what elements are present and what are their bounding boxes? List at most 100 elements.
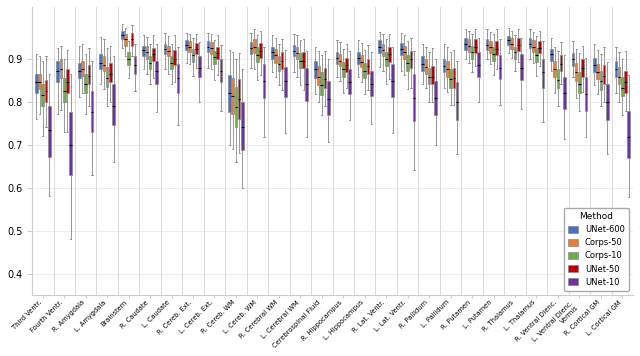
- PathPatch shape: [624, 70, 627, 93]
- PathPatch shape: [156, 61, 158, 84]
- PathPatch shape: [145, 46, 148, 58]
- PathPatch shape: [563, 77, 566, 109]
- PathPatch shape: [127, 52, 130, 65]
- PathPatch shape: [357, 52, 360, 64]
- PathPatch shape: [606, 84, 609, 120]
- PathPatch shape: [84, 74, 87, 93]
- PathPatch shape: [603, 65, 605, 84]
- PathPatch shape: [575, 63, 577, 81]
- PathPatch shape: [486, 39, 488, 50]
- PathPatch shape: [370, 70, 372, 96]
- PathPatch shape: [435, 81, 437, 115]
- PathPatch shape: [207, 41, 209, 52]
- PathPatch shape: [134, 56, 136, 74]
- PathPatch shape: [45, 80, 47, 101]
- PathPatch shape: [421, 56, 424, 70]
- PathPatch shape: [232, 78, 234, 115]
- PathPatch shape: [102, 56, 105, 72]
- PathPatch shape: [299, 53, 301, 68]
- PathPatch shape: [170, 56, 173, 69]
- PathPatch shape: [281, 52, 284, 69]
- PathPatch shape: [517, 38, 520, 51]
- PathPatch shape: [378, 41, 381, 53]
- PathPatch shape: [259, 43, 262, 58]
- PathPatch shape: [489, 41, 492, 53]
- PathPatch shape: [593, 58, 596, 72]
- PathPatch shape: [468, 39, 470, 52]
- PathPatch shape: [474, 39, 477, 53]
- PathPatch shape: [198, 56, 201, 78]
- PathPatch shape: [572, 53, 574, 66]
- PathPatch shape: [557, 69, 559, 88]
- PathPatch shape: [464, 38, 467, 50]
- PathPatch shape: [529, 38, 531, 48]
- PathPatch shape: [185, 41, 188, 50]
- PathPatch shape: [367, 58, 369, 74]
- PathPatch shape: [449, 69, 452, 88]
- PathPatch shape: [314, 61, 317, 78]
- PathPatch shape: [385, 52, 388, 66]
- PathPatch shape: [532, 41, 534, 52]
- PathPatch shape: [388, 47, 391, 62]
- PathPatch shape: [550, 49, 553, 61]
- PathPatch shape: [48, 106, 51, 157]
- PathPatch shape: [189, 41, 191, 52]
- PathPatch shape: [627, 111, 630, 158]
- PathPatch shape: [621, 77, 623, 96]
- PathPatch shape: [508, 36, 510, 45]
- Legend: UNet-600, Corps-50, Corps-10, UNet-50, UNet-10: UNet-600, Corps-50, Corps-10, UNet-50, U…: [564, 208, 629, 291]
- PathPatch shape: [452, 68, 455, 88]
- PathPatch shape: [413, 74, 415, 121]
- PathPatch shape: [278, 56, 280, 70]
- PathPatch shape: [477, 52, 480, 77]
- PathPatch shape: [213, 51, 216, 64]
- PathPatch shape: [78, 63, 81, 78]
- PathPatch shape: [195, 43, 198, 54]
- PathPatch shape: [60, 58, 62, 78]
- PathPatch shape: [63, 78, 65, 101]
- PathPatch shape: [142, 46, 145, 56]
- PathPatch shape: [428, 68, 431, 84]
- PathPatch shape: [471, 46, 474, 59]
- PathPatch shape: [514, 47, 516, 58]
- PathPatch shape: [167, 46, 170, 56]
- PathPatch shape: [600, 70, 602, 89]
- PathPatch shape: [348, 69, 351, 94]
- PathPatch shape: [554, 61, 556, 77]
- PathPatch shape: [173, 50, 176, 65]
- PathPatch shape: [305, 68, 308, 101]
- PathPatch shape: [109, 63, 112, 82]
- PathPatch shape: [584, 77, 587, 111]
- PathPatch shape: [596, 64, 599, 79]
- PathPatch shape: [296, 47, 298, 59]
- PathPatch shape: [321, 72, 323, 95]
- PathPatch shape: [262, 64, 265, 98]
- PathPatch shape: [535, 48, 538, 62]
- PathPatch shape: [541, 58, 544, 88]
- PathPatch shape: [495, 41, 498, 55]
- PathPatch shape: [339, 54, 341, 66]
- PathPatch shape: [112, 84, 115, 125]
- PathPatch shape: [520, 54, 523, 80]
- PathPatch shape: [456, 82, 458, 120]
- PathPatch shape: [560, 55, 563, 70]
- PathPatch shape: [403, 46, 406, 58]
- PathPatch shape: [618, 67, 620, 84]
- PathPatch shape: [250, 42, 252, 54]
- PathPatch shape: [253, 39, 255, 53]
- PathPatch shape: [614, 61, 617, 77]
- PathPatch shape: [275, 49, 277, 63]
- PathPatch shape: [216, 47, 219, 59]
- PathPatch shape: [446, 61, 449, 77]
- PathPatch shape: [360, 55, 363, 67]
- PathPatch shape: [106, 67, 109, 87]
- PathPatch shape: [538, 41, 541, 53]
- PathPatch shape: [400, 43, 403, 55]
- PathPatch shape: [410, 51, 412, 68]
- PathPatch shape: [66, 69, 68, 93]
- PathPatch shape: [271, 47, 274, 59]
- PathPatch shape: [38, 74, 41, 89]
- PathPatch shape: [364, 63, 366, 78]
- PathPatch shape: [381, 43, 384, 56]
- PathPatch shape: [342, 62, 344, 77]
